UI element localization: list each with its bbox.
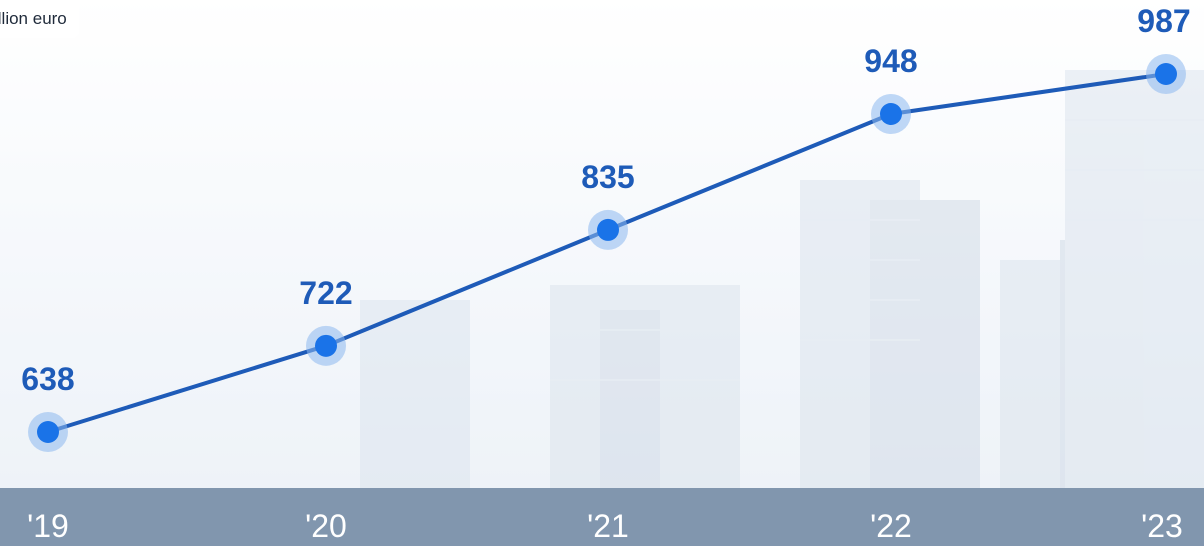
series-layer xyxy=(47,72,1167,434)
data-label: 987 xyxy=(1137,3,1190,39)
data-point xyxy=(37,421,59,443)
data-label: 948 xyxy=(864,43,917,79)
data-label: 638 xyxy=(21,361,74,397)
line-plot: 638 722 835 948 987 xyxy=(21,3,1191,452)
data-point xyxy=(315,334,337,357)
unit-label-text: illion euro xyxy=(0,9,67,28)
data-point xyxy=(1155,63,1177,85)
data-point xyxy=(597,218,619,241)
data-label: 835 xyxy=(581,159,634,195)
unit-label: illion euro xyxy=(0,0,79,38)
x-tick-label: '20 xyxy=(305,508,347,544)
x-tick-label: '19 xyxy=(27,508,69,544)
x-tick-label: '21 xyxy=(587,508,629,544)
labels-layer: 638 722 835 948 987 xyxy=(21,3,1190,397)
data-label: 722 xyxy=(299,275,352,311)
city-coins-background xyxy=(360,70,1204,488)
series-line xyxy=(47,72,1167,434)
x-axis-band: '19 '20 '21 '22 '23 xyxy=(0,488,1204,546)
points-layer xyxy=(28,54,1186,452)
data-point xyxy=(880,103,902,126)
x-tick-label: '22 xyxy=(870,508,912,544)
x-tick-label: '23 xyxy=(1141,508,1183,544)
